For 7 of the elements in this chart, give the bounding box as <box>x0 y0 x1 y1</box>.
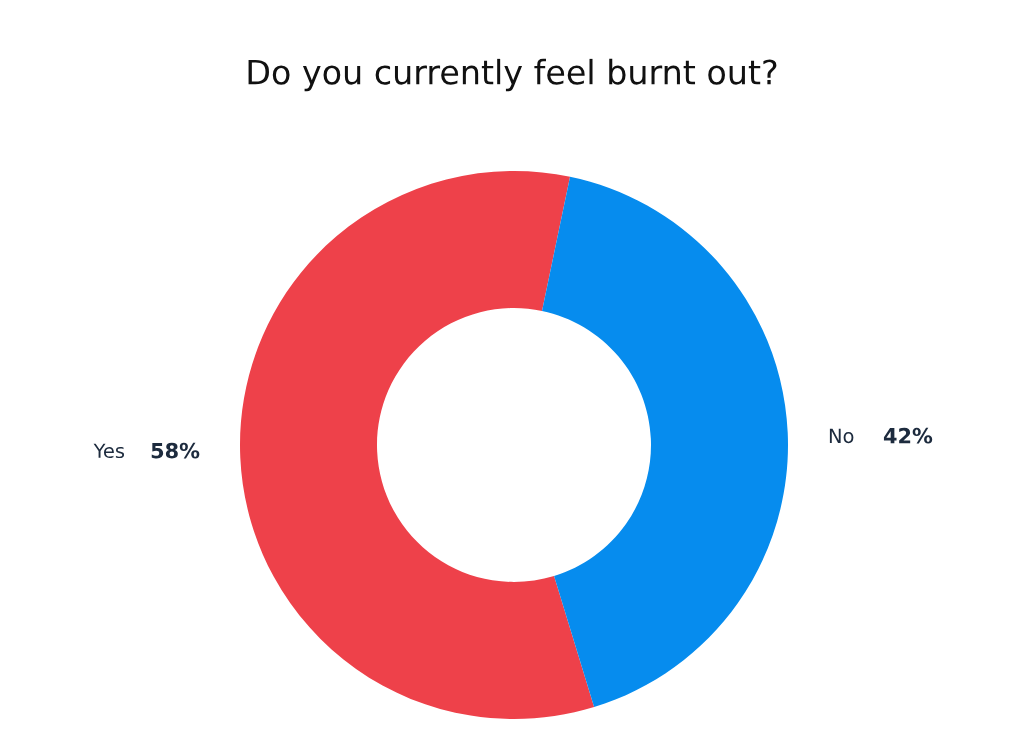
slice-label: No <box>829 428 854 444</box>
slice-label: Yes <box>93 443 125 459</box>
chart-title: Do you currently feel burnt out? <box>248 58 777 92</box>
data-label: 42% <box>883 427 933 444</box>
donut-slice <box>240 171 595 719</box>
data-label: 58% <box>151 442 200 459</box>
donut-slice <box>542 176 788 708</box>
